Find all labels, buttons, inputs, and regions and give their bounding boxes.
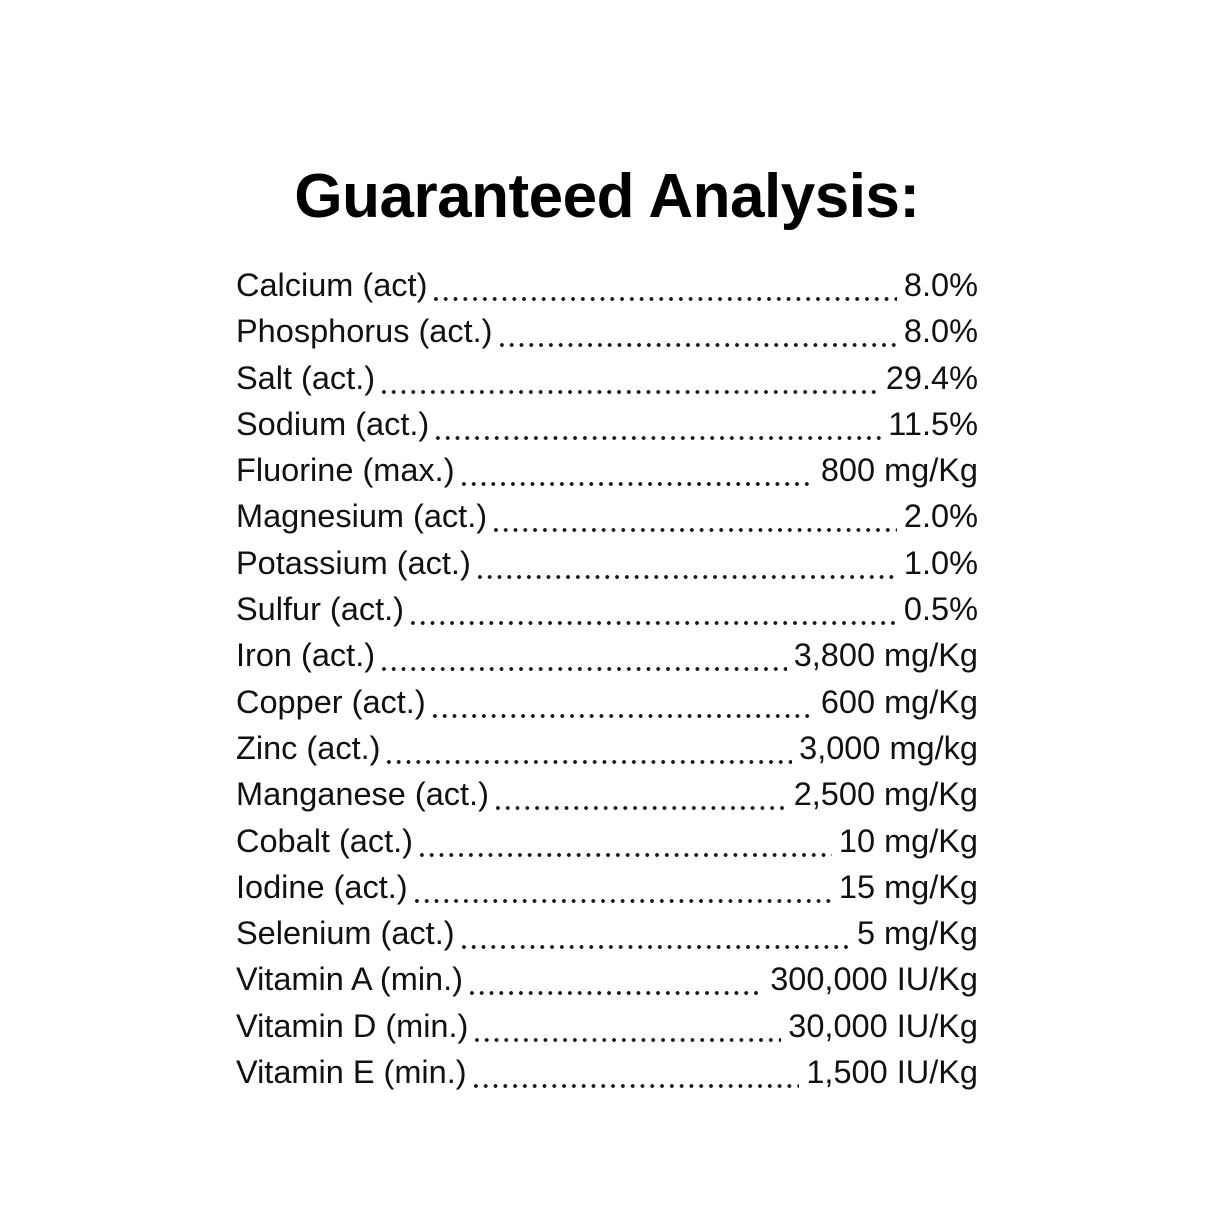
nutrient-value: 3,800 mg/Kg bbox=[793, 637, 978, 674]
dot-leader bbox=[377, 354, 879, 401]
dot-leader bbox=[429, 262, 897, 309]
nutrient-value: 2.0% bbox=[903, 498, 978, 535]
analysis-row: Phosphorus (act.) 8.0% bbox=[236, 308, 978, 355]
nutrient-label: Sodium (act.) bbox=[236, 405, 430, 442]
analysis-row: Magnesium (act.) 2.0% bbox=[236, 493, 978, 540]
dot-leader bbox=[415, 817, 832, 864]
analysis-row: Sodium (act.) 11.5% bbox=[236, 400, 978, 448]
nutrient-value: 0.5% bbox=[903, 591, 978, 628]
nutrient-label: Cobalt (act.) bbox=[236, 822, 414, 859]
analysis-row: Vitamin E (min.) 1,500 IU/Kg bbox=[236, 1049, 978, 1096]
analysis-row: Selenium (act.) 5 mg/Kg bbox=[236, 910, 978, 957]
nutrient-label: Iodine (act.) bbox=[236, 868, 408, 905]
nutrient-value: 8.0% bbox=[903, 313, 978, 350]
nutrient-value: 300,000 IU/Kg bbox=[770, 961, 978, 998]
nutrient-value: 10 mg/Kg bbox=[838, 822, 978, 859]
nutrient-value: 30,000 IU/Kg bbox=[788, 1007, 978, 1044]
nutrient-value: 800 mg/Kg bbox=[820, 452, 978, 489]
nutrient-label: Vitamin A (min.) bbox=[236, 961, 463, 998]
analysis-row: Salt (act.) 29.4% bbox=[236, 354, 978, 401]
analysis-row: Potassium (act.) 1.0% bbox=[236, 539, 978, 587]
dot-leader bbox=[489, 493, 897, 540]
nutrient-label: Salt (act.) bbox=[236, 359, 376, 396]
nutrient-label: Magnesium (act.) bbox=[236, 498, 488, 535]
nutrient-label: Vitamin D (min.) bbox=[236, 1007, 469, 1044]
nutrient-label: Copper (act.) bbox=[236, 683, 426, 720]
nutrient-value: 3,000 mg/kg bbox=[799, 729, 978, 766]
nutrient-label: Iron (act.) bbox=[236, 637, 376, 674]
analysis-row: Iron (act.) 3,800 mg/Kg bbox=[236, 632, 978, 679]
analysis-row: Zinc (act.) 3,000 mg/kg bbox=[236, 724, 978, 772]
analysis-list: Calcium (act) 8.0% Phosphorus (act.) 8.0… bbox=[236, 262, 978, 1096]
nutrient-label: Potassium (act.) bbox=[236, 544, 471, 581]
analysis-row: Vitamin A (min.) 300,000 IU/Kg bbox=[236, 956, 978, 1003]
nutrient-label: Manganese (act.) bbox=[236, 776, 489, 813]
nutrient-label: Vitamin E (min.) bbox=[236, 1054, 467, 1091]
analysis-row: Sulfur (act.) 0.5% bbox=[236, 586, 978, 633]
dot-leader bbox=[377, 632, 787, 679]
analysis-row: Vitamin D (min.) 30,000 IU/Kg bbox=[236, 1002, 978, 1050]
dot-leader bbox=[456, 910, 850, 957]
dot-leader bbox=[494, 308, 897, 355]
analysis-row: Copper (act.) 600 mg/Kg bbox=[236, 678, 978, 725]
nutrient-value: 11.5% bbox=[888, 405, 978, 442]
dot-leader bbox=[472, 539, 897, 587]
dot-leader bbox=[456, 447, 814, 494]
nutrient-label: Selenium (act.) bbox=[236, 915, 455, 952]
nutrient-value: 2,500 mg/Kg bbox=[793, 776, 978, 813]
nutrient-value: 8.0% bbox=[903, 267, 978, 303]
analysis-row: Calcium (act) 8.0% bbox=[236, 262, 978, 309]
dot-leader bbox=[468, 1049, 800, 1096]
dot-leader bbox=[431, 400, 882, 448]
nutrient-value: 5 mg/Kg bbox=[856, 915, 978, 952]
analysis-row: Iodine (act.) 15 mg/Kg bbox=[236, 863, 978, 911]
dot-leader bbox=[382, 724, 793, 772]
nutrient-value: 1.0% bbox=[903, 544, 978, 581]
nutrient-value: 600 mg/Kg bbox=[820, 683, 978, 720]
nutrient-value: 29.4% bbox=[885, 359, 978, 396]
nutrient-label: Fluorine (max.) bbox=[236, 452, 455, 489]
page-title: Guaranteed Analysis: bbox=[294, 162, 920, 231]
dot-leader bbox=[405, 586, 897, 633]
analysis-row: Manganese (act.) 2,500 mg/Kg bbox=[236, 771, 978, 818]
dot-leader bbox=[470, 1002, 782, 1050]
nutrient-label: Sulfur (act.) bbox=[236, 591, 404, 628]
nutrient-value: 15 mg/Kg bbox=[838, 868, 978, 905]
nutrient-label: Zinc (act.) bbox=[236, 729, 381, 766]
nutrient-value: 1,500 IU/Kg bbox=[806, 1054, 978, 1091]
nutrient-label: Calcium (act) bbox=[236, 267, 428, 303]
dot-leader bbox=[409, 863, 832, 911]
dot-leader bbox=[464, 956, 764, 1003]
dot-leader bbox=[427, 678, 814, 725]
nutrient-label: Phosphorus (act.) bbox=[236, 313, 493, 350]
dot-leader bbox=[490, 771, 787, 818]
analysis-row: Cobalt (act.) 10 mg/Kg bbox=[236, 817, 978, 864]
analysis-row: Fluorine (max.) 800 mg/Kg bbox=[236, 447, 978, 494]
